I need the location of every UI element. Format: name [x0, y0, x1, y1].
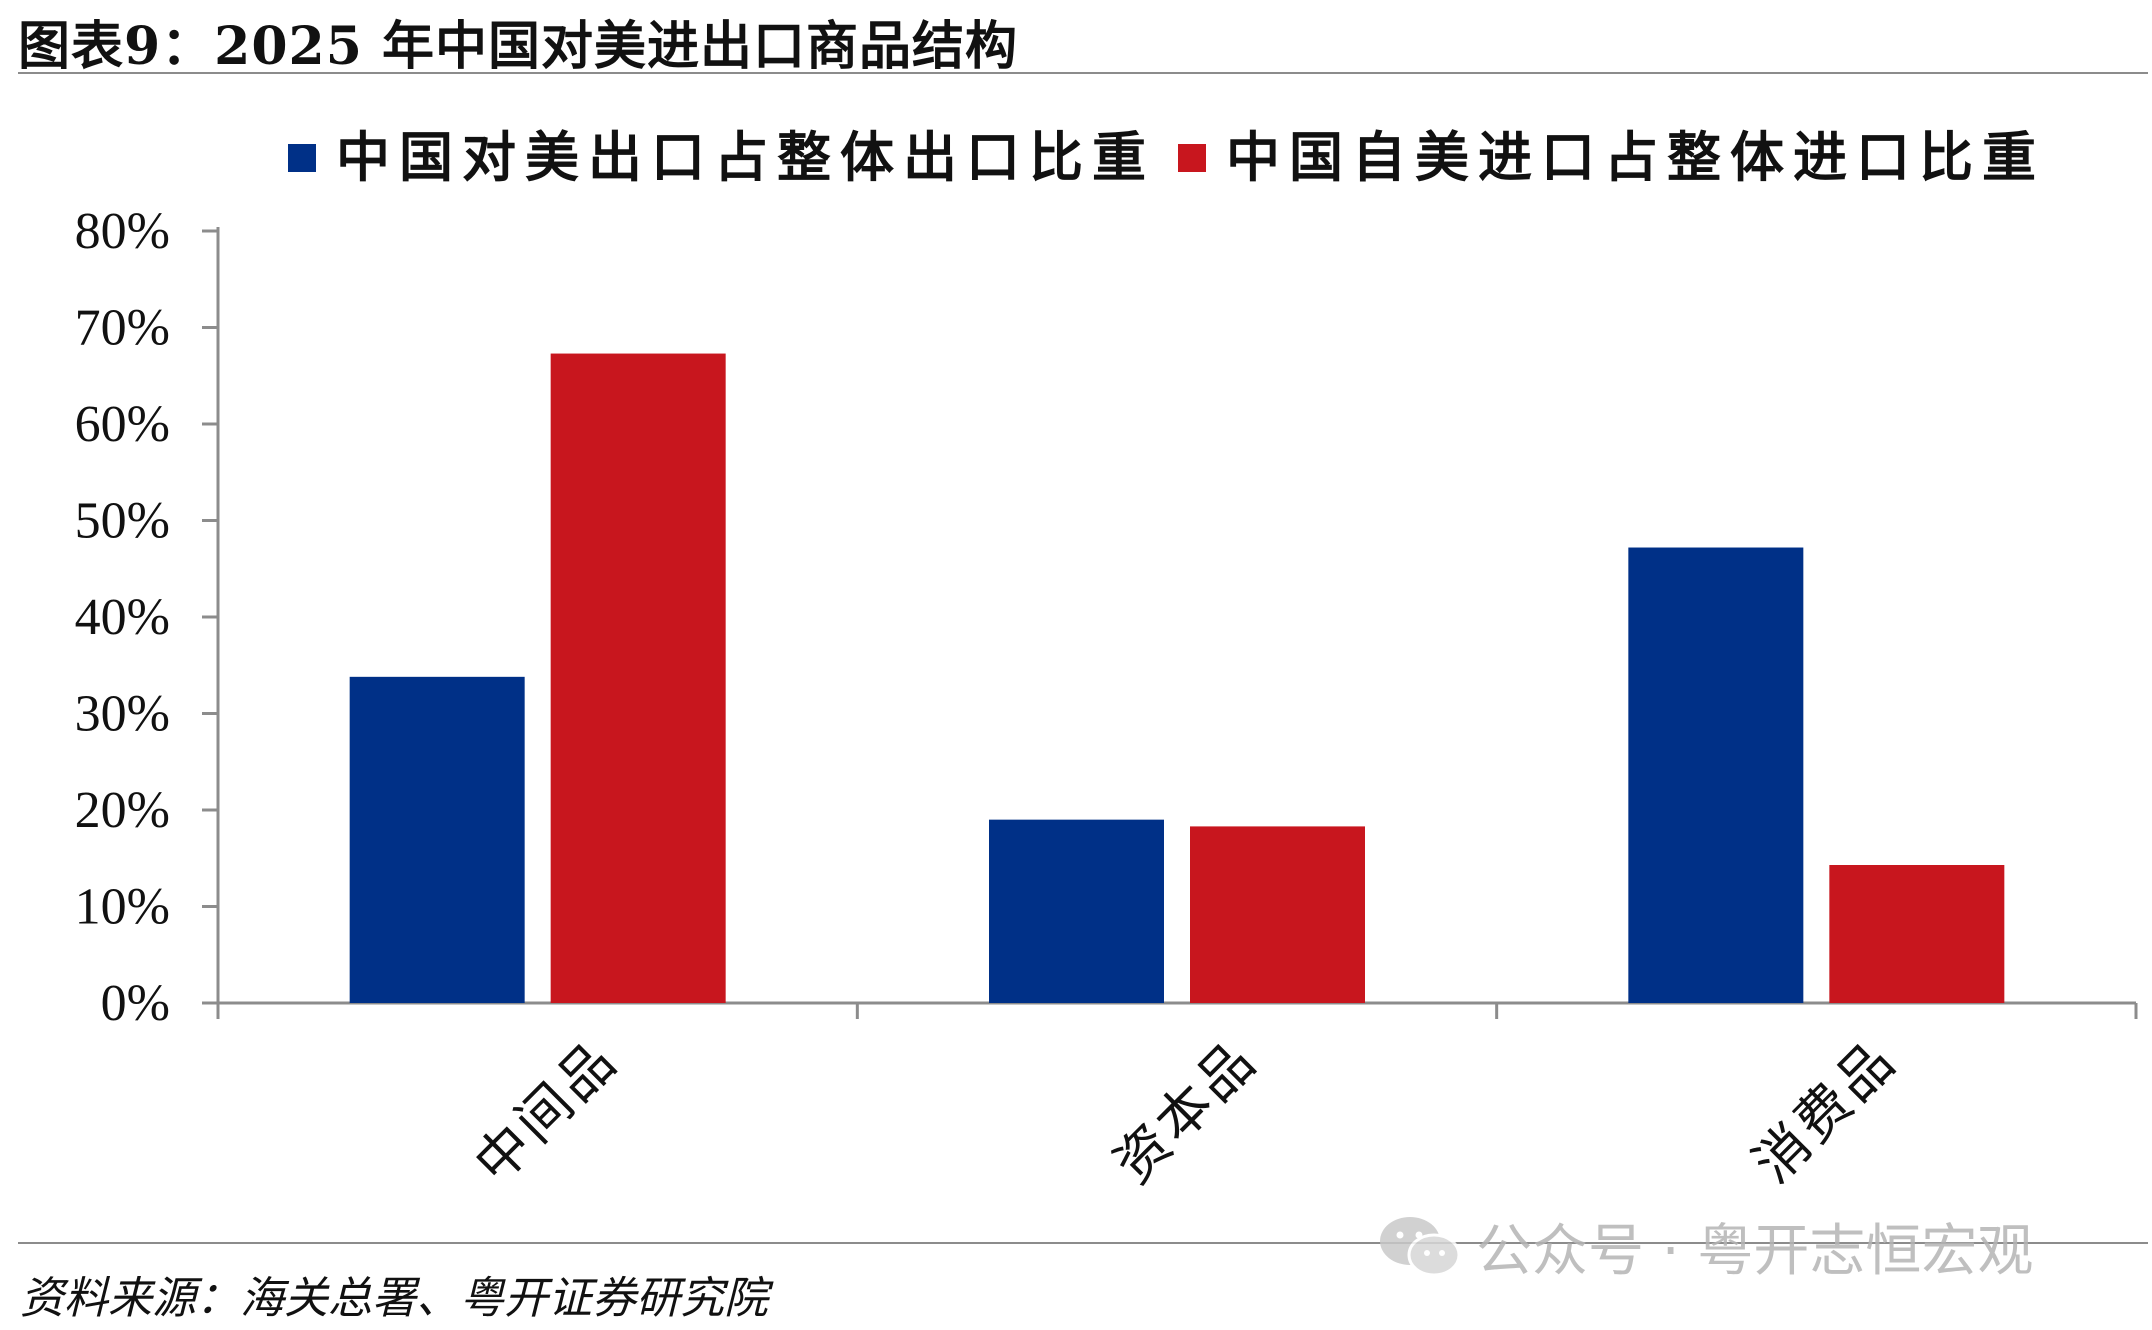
y-tick-label: 50%	[75, 493, 170, 550]
y-tick-label: 20%	[75, 782, 170, 839]
y-tick-label: 80%	[75, 203, 170, 260]
bar	[1829, 865, 2005, 1003]
legend-swatch	[288, 144, 316, 172]
bar	[1628, 547, 1804, 1003]
watermark-text: 公众号 · 粤开志恒宏观	[1476, 1218, 2034, 1284]
footer-divider	[18, 1242, 2148, 1244]
wechat-icon	[1380, 1217, 1461, 1277]
legend-swatch	[1178, 144, 1206, 172]
legend-label: 中国对美出口占整体出口比重	[336, 125, 1155, 189]
bar-chart: 中国对美出口占整体出口比重 中国自美进口占整体进口比重 0% 10% 20% 30% 40%…	[75, 125, 2138, 1196]
y-tick-label: 0%	[101, 975, 170, 1032]
bar	[1190, 826, 1365, 1003]
x-category-label: 资本品	[1102, 1028, 1270, 1196]
title-divider	[18, 72, 2148, 74]
x-category-label: 消费品	[1741, 1028, 1909, 1196]
x-category-label: 中间品	[462, 1028, 630, 1196]
watermark: 公众号 · 粤开志恒宏观	[1376, 1210, 2033, 1284]
chart-title: 图表9：2025 年中国对美进出口商品结构	[18, 16, 1019, 77]
y-tick-label: 30%	[75, 686, 170, 743]
y-tick-label: 10%	[75, 879, 170, 936]
y-tick-label: 60%	[75, 396, 170, 453]
legend-label: 中国自美进口占整体进口比重	[1226, 125, 2045, 189]
y-tick-label: 70%	[75, 300, 170, 357]
bar	[349, 676, 525, 1003]
y-tick-label: 40%	[75, 589, 170, 646]
bar	[989, 819, 1164, 1003]
bar	[550, 353, 726, 1003]
source-note: 资料来源：海关总署、粤开证券研究院	[20, 1273, 768, 1324]
